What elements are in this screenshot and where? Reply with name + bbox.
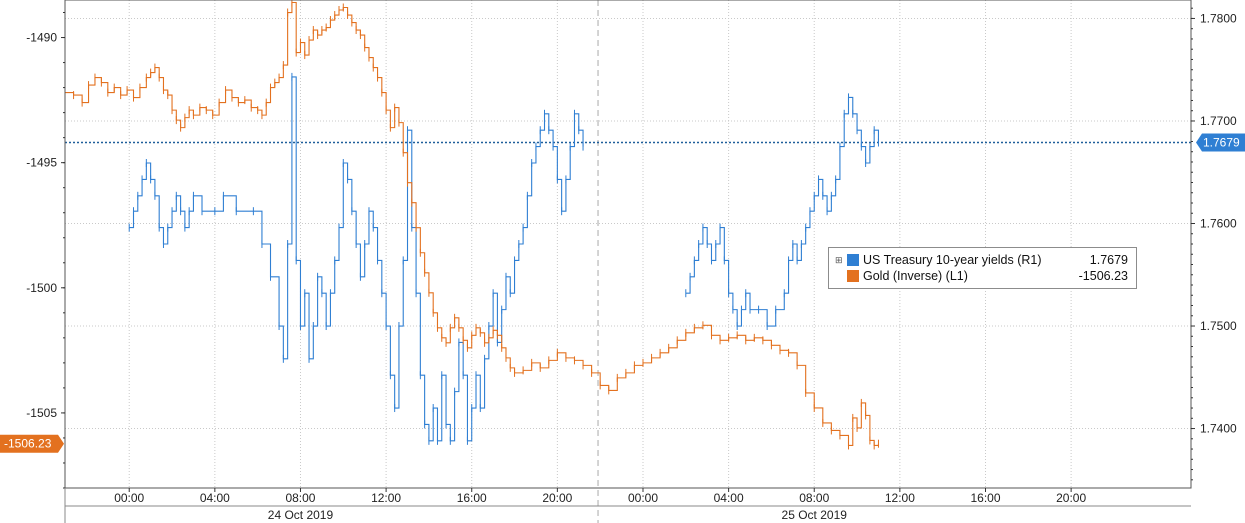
x-tick-label: 20:00 — [542, 491, 572, 505]
x-tick-label: 00:00 — [628, 491, 658, 505]
x-date-label: 24 Oct 2019 — [268, 508, 334, 522]
legend-expand-icon[interactable]: ⊞ — [835, 255, 843, 265]
right-tick-label: 1.7400 — [1200, 422, 1237, 436]
series-gold-inverse — [64, 0, 880, 450]
left-last-value-badge: -1506.23 — [0, 434, 64, 453]
right-tick-label: 1.7600 — [1200, 216, 1237, 230]
left-tick-label: -1490 — [26, 31, 57, 45]
right-axis: 1.7400 1.7500 1.7600 1.7700 1.7800 — [1191, 7, 1237, 481]
legend-series-value: 1.7679 — [1089, 253, 1128, 267]
x-date-label: 25 Oct 2019 — [782, 508, 848, 522]
right-badge-label: 1.7679 — [1203, 136, 1240, 150]
legend-entry-yield[interactable]: ⊞ US Treasury 10-year yields (R1) 1.7679 — [835, 252, 1128, 268]
x-tick-label: 12:00 — [885, 491, 915, 505]
legend-swatch-blue — [847, 254, 859, 266]
left-axis: -1490 -1495 -1500 -1505 — [26, 12, 65, 489]
left-tick-label: -1500 — [26, 281, 57, 295]
left-tick-label: -1495 — [26, 156, 57, 170]
x-tick-label: 08:00 — [285, 491, 315, 505]
left-badge-label: -1506.23 — [4, 437, 52, 451]
right-last-value-badge: 1.7679 — [1196, 133, 1245, 152]
legend-series-value: -1506.23 — [1078, 269, 1128, 283]
legend-series-name: US Treasury 10-year yields (R1) — [863, 253, 1042, 267]
x-tick-label: 08:00 — [799, 491, 829, 505]
legend-swatch-orange — [847, 270, 859, 282]
gridlines — [65, 0, 1191, 488]
x-tick-label: 20:00 — [1056, 491, 1086, 505]
left-tick-label: -1505 — [26, 406, 57, 420]
series-line — [65, 1, 880, 447]
plot-frame — [64, 0, 1192, 489]
x-tick-label: 16:00 — [457, 491, 487, 505]
x-tick-label: 04:00 — [200, 491, 230, 505]
right-tick-label: 1.7500 — [1200, 319, 1237, 333]
right-tick-label: 1.7800 — [1200, 11, 1237, 25]
legend: ⊞ US Treasury 10-year yields (R1) 1.7679… — [828, 247, 1137, 289]
series-us-treasury-10-year-yields — [128, 72, 880, 445]
legend-series-name: Gold (Inverse) (L1) — [863, 269, 968, 283]
series-line — [129, 76, 880, 442]
x-tick-label: 04:00 — [714, 491, 744, 505]
legend-entry-gold[interactable]: Gold (Inverse) (L1) -1506.23 — [835, 268, 1128, 284]
right-tick-label: 1.7700 — [1200, 114, 1237, 128]
x-tick-label: 00:00 — [114, 491, 144, 505]
x-tick-label: 16:00 — [970, 491, 1000, 505]
x-tick-label: 12:00 — [371, 491, 401, 505]
x-axis: 00:00 04:00 08:00 12:00 16:00 20:00 00:00 04:00… — [64, 488, 1191, 523]
